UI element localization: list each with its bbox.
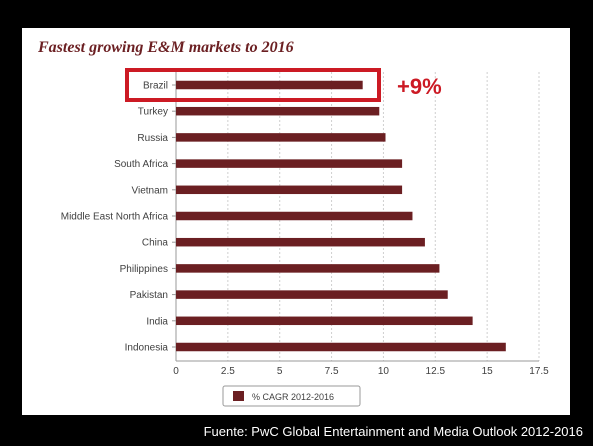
x-tick-label: 5: [277, 366, 283, 377]
legend-swatch: [233, 391, 244, 401]
category-label: South Africa: [114, 159, 168, 170]
bar: [176, 264, 440, 273]
x-tick-label: 2.5: [221, 366, 235, 377]
x-tick-label: 0: [173, 366, 179, 377]
highlight-annotation: +9%: [125, 68, 442, 102]
x-axis-ticks: 0 2.5 5 7.5 10 12.5 15 17.5: [173, 366, 549, 377]
source-note: Fuente: PwC Global Entertainment and Med…: [203, 424, 583, 439]
category-label: China: [142, 238, 169, 249]
x-tick-label: 7.5: [325, 366, 339, 377]
category-label: Philippines: [120, 264, 168, 275]
category-label: Vietnam: [131, 185, 168, 196]
highlight-box: [125, 68, 381, 102]
bar: [176, 185, 403, 195]
x-tick-label: 17.5: [529, 366, 549, 377]
category-label: India: [146, 316, 168, 327]
legend-frame: [222, 385, 361, 407]
bar: [176, 316, 473, 326]
x-tick-label: 10: [378, 366, 390, 377]
bar: [176, 237, 425, 247]
category-label: Middle East North Africa: [61, 212, 169, 223]
bar: [176, 133, 386, 142]
bar-series: [176, 80, 506, 352]
x-tick-label: 15: [482, 366, 494, 377]
bar: [176, 342, 506, 352]
category-label: Brazil: [143, 81, 168, 92]
bar: [176, 211, 413, 221]
annotation-label: +9%: [397, 74, 442, 99]
bar: [176, 159, 403, 168]
bar: [176, 106, 380, 116]
bar: [176, 290, 448, 299]
legend: % CAGR 2012-2016: [222, 385, 361, 407]
legend-label: % CAGR 2012-2016: [252, 392, 334, 402]
category-label: Turkey: [138, 107, 168, 118]
category-label: Russia: [137, 133, 168, 144]
x-tick-label: 12.5: [426, 366, 446, 377]
category-labels: Brazil Turkey Russia South Africa Vietnam Mid…: [61, 81, 176, 354]
bar: [176, 80, 363, 90]
category-label: Indonesia: [125, 343, 169, 354]
chart-title: Fastest growing E&M markets to 2016: [37, 39, 294, 56]
category-label: Pakistan: [130, 290, 168, 301]
